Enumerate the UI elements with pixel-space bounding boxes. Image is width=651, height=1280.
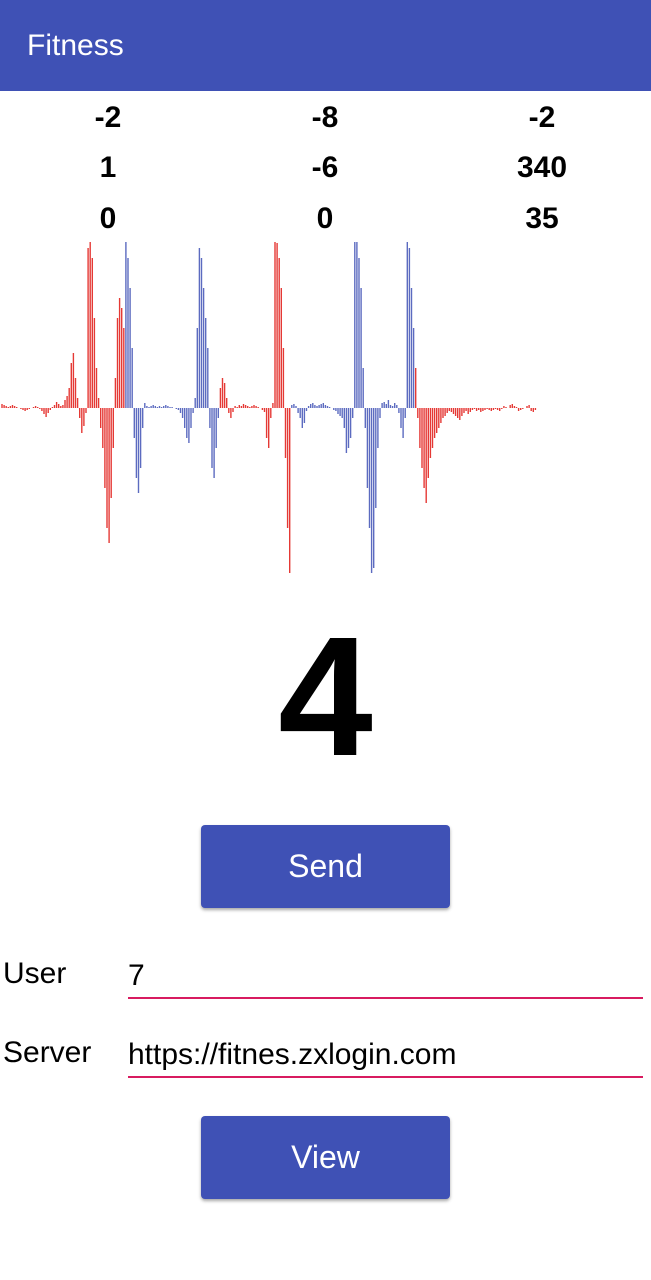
reading-r1-c0: 1	[99, 151, 117, 184]
user-label: User	[3, 957, 67, 990]
reading-r0-c2: -2	[528, 101, 556, 134]
reading-r0-c1: -8	[311, 101, 339, 134]
reading-r2-c2: 35	[525, 202, 559, 235]
app-bar: Fitness	[0, 0, 651, 91]
view-button[interactable]: View	[201, 1116, 450, 1199]
motion-waveform	[1, 242, 537, 573]
send-button[interactable]: Send	[201, 825, 450, 908]
rep-counter: 4	[278, 602, 373, 792]
app-title: Fitness	[27, 29, 124, 62]
reading-r0-c0: -2	[94, 101, 122, 134]
reading-r2-c0: 0	[99, 202, 117, 235]
server-label: Server	[3, 1036, 92, 1069]
user-input[interactable]	[128, 955, 643, 999]
sensor-readings: -2 -8 -2 1 -6 340 0 0 35	[0, 91, 651, 241]
reading-r1-c2: 340	[516, 151, 568, 184]
reading-r2-c1: 0	[316, 202, 334, 235]
reading-r1-c1: -6	[311, 151, 339, 184]
server-input[interactable]	[128, 1034, 643, 1078]
